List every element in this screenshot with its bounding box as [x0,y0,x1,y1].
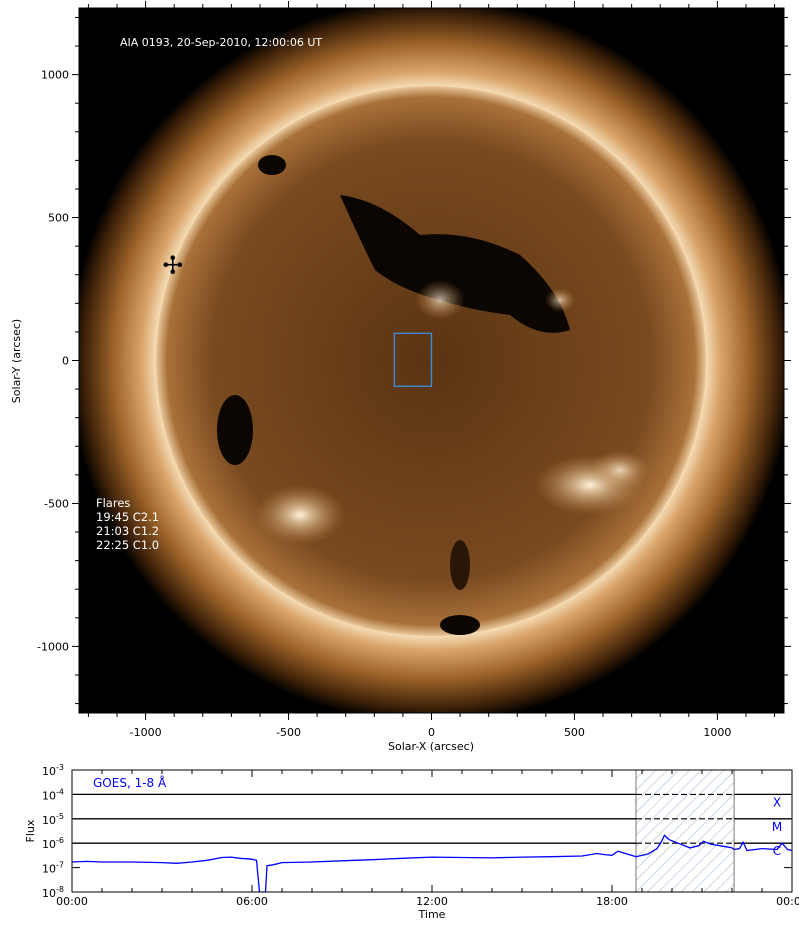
x-tick-label: -1000 [130,726,162,739]
y-tick-label: 500 [48,212,69,225]
highlight-interval [635,769,735,893]
y-tick-label: 0 [62,355,69,368]
x-tick-label: 1000 [703,726,731,739]
class-level-label: X [773,795,781,809]
flare-annotation: Flares 19:45 C2.1 21:03 C1.2 22:25 C1.0 [96,496,159,552]
coronal-holes [217,155,570,635]
active-regions [255,280,650,545]
y-tick-label: 10-8 [42,885,64,900]
region-of-interest-box [393,332,433,387]
x-tick-label: -500 [276,726,301,739]
x-axis-label: Solar-X (arcsec) [388,740,474,753]
solar-image-panel: AIA 0193, 20-Sep-2010, 12:00:06 UT Flare… [10,1,791,753]
x-tick-label: 00:00 [776,895,799,908]
class-levels: XMC [72,793,792,858]
goes-x-axis-label: Time [418,908,446,921]
goes-flux-line [72,834,792,892]
x-tick-label: 12:00 [416,895,448,908]
flare-line: 21:03 C1.2 [96,524,159,538]
flare-line: 22:25 C1.0 [96,538,159,552]
image-title: AIA 0193, 20-Sep-2010, 12:00:06 UT [120,36,322,49]
x-tick-label: 0 [428,726,435,739]
goes-label: GOES, 1-8 Å [93,775,167,790]
y-axis-label: Solar-Y (arcsec) [10,319,23,403]
image-axes: -1000 -500 0 500 1000 -1000 -500 0 500 1000 [37,1,791,739]
marker-arrowhead [170,269,176,275]
y-tick-label: 10-3 [42,763,64,778]
goes-y-axis-label: Flux [24,819,37,842]
marker-arrowhead [170,255,176,261]
x-tick-label: 18:00 [596,895,628,908]
class-level-label: C [773,844,781,858]
y-tick-label: -1000 [37,640,69,653]
goes-panel: XMC GOES, 1-8 Å 00:00 06:00 12:00 18:00 00:0… [24,763,799,921]
class-level-label: M [772,820,782,834]
y-tick-label: 10-7 [42,861,64,876]
marker-arrowhead [163,262,169,268]
y-tick-label: 1000 [41,69,69,82]
y-tick-label: 10-4 [42,787,64,802]
marker-arrowhead [177,262,183,268]
x-tick-label: 00:00 [56,895,88,908]
y-tick-label: 10-5 [42,812,64,827]
x-tick-label: 500 [564,726,585,739]
x-tick-label: 06:00 [236,895,268,908]
y-tick-label: -500 [44,497,69,510]
goes-axes: 00:00 06:00 12:00 18:00 00:00 10-3 10-4 10-5 10-… [42,763,799,908]
flare-header: Flares [96,496,130,510]
flare-line: 19:45 C2.1 [96,510,159,524]
marker-cross-icon [163,255,183,275]
y-tick-label: 10-6 [42,836,64,851]
